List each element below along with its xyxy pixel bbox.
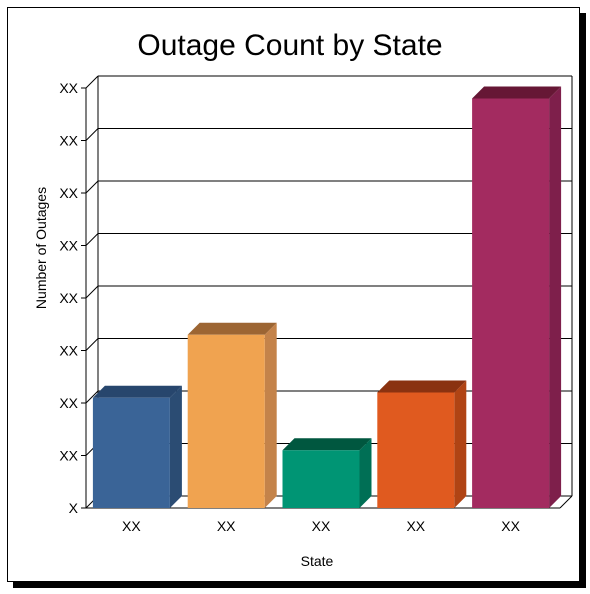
x-tick-label: XX (217, 518, 236, 534)
bar-front (472, 98, 550, 508)
bars (92, 86, 562, 508)
y-axis-label: Number of Outages (33, 187, 49, 309)
x-axis-label: State (301, 553, 334, 569)
bar-front (282, 450, 360, 508)
y-tick-label: XX (59, 290, 78, 306)
bar (282, 438, 372, 508)
y-tick-label: XX (59, 343, 78, 359)
bar-side (264, 322, 277, 508)
y-tick-label: XX (59, 238, 78, 254)
bar (472, 86, 562, 508)
grid-diagonal (85, 338, 99, 351)
y-tick-label: XX (59, 448, 78, 464)
bar-front (377, 392, 455, 508)
bar-side (169, 385, 182, 508)
bar-top (282, 438, 372, 451)
y-tick-label: XX (59, 395, 78, 411)
bar-top (472, 86, 562, 99)
bar-top (92, 385, 182, 398)
x-tick-label: XX (406, 518, 425, 534)
grid-diagonal (85, 285, 99, 299)
bar-side (454, 380, 467, 508)
grid-diagonal (85, 128, 99, 141)
bar-front (92, 397, 170, 508)
bar (92, 385, 182, 508)
floor-right-edge (559, 495, 573, 509)
grid-diagonal (85, 75, 99, 89)
x-tick-label: XX (312, 518, 331, 534)
grid-diagonal (85, 390, 99, 404)
bar (187, 322, 277, 508)
grid-diagonal (85, 180, 99, 194)
bar-side (549, 86, 562, 508)
chart-title: Outage Count by State (137, 29, 442, 62)
bar-top (377, 380, 467, 393)
bar-top (187, 322, 277, 335)
bar-front (187, 334, 265, 508)
bar-side (359, 438, 372, 508)
y-tick-label: XX (59, 80, 78, 96)
x-tick-label: XX (122, 518, 141, 534)
x-tick-label: XX (501, 518, 520, 534)
y-tick-label: XX (59, 133, 78, 149)
y-tick-label: X (69, 500, 79, 516)
y-tick-label: XX (59, 185, 78, 201)
bar (377, 380, 467, 508)
grid-diagonal (85, 233, 99, 246)
x-tick-labels: XX XX XX XX XX (122, 518, 521, 534)
